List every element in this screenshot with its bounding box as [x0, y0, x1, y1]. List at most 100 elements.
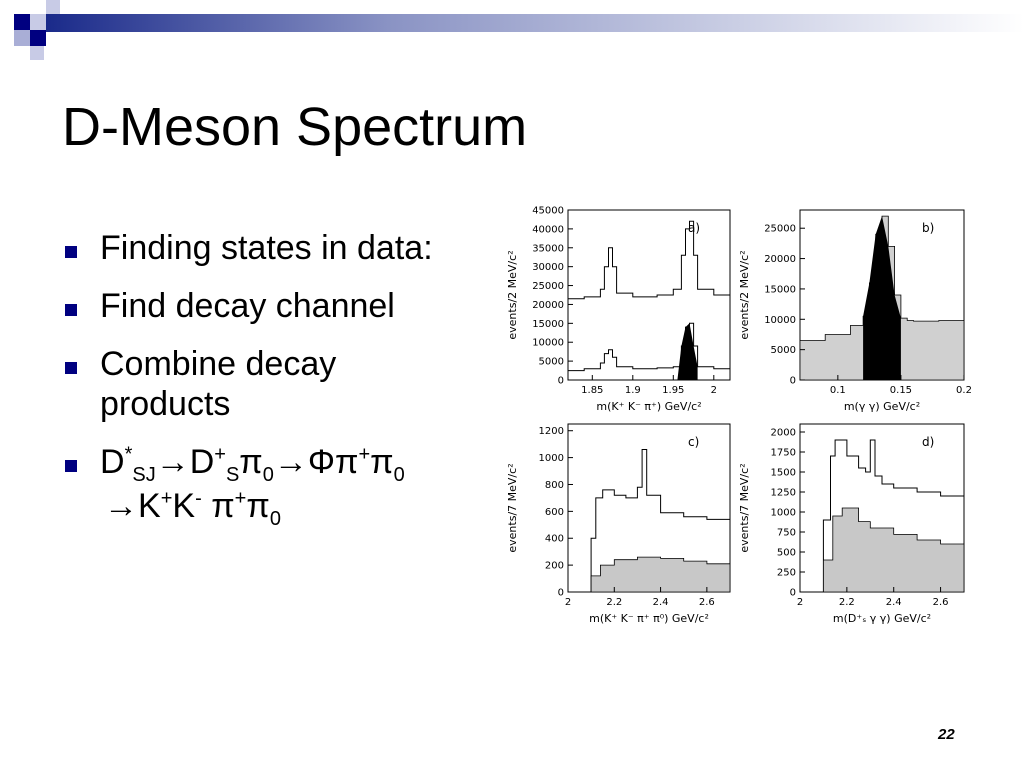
series-line	[568, 220, 731, 300]
bullet-square-icon	[65, 246, 77, 258]
bullet-decay-chain: D*SJ→D+Sπ0→Φπ+π0	[64, 442, 504, 485]
y-tick-label: 1000	[539, 453, 564, 464]
x-axis-label: m(K⁺ K⁻ π⁺ π⁰) GeV/c²	[589, 612, 709, 625]
x-tick-label: 0.15	[890, 385, 912, 396]
decay-text: →D	[155, 443, 215, 481]
y-tick-label: 200	[545, 561, 564, 572]
panel-label: c)	[688, 435, 699, 449]
y-axis-label: events/2 MeV/c²	[738, 250, 751, 339]
x-tick-label: 2.2	[839, 597, 855, 608]
signal-peak	[677, 323, 698, 380]
y-tick-label: 20000	[764, 254, 796, 265]
decay-sub: S	[225, 463, 240, 486]
y-tick-label: 400	[545, 534, 564, 545]
y-tick-label: 5000	[771, 345, 796, 356]
y-tick-label: 1750	[771, 448, 796, 459]
y-tick-label: 45000	[532, 206, 564, 217]
decay-sub: SJ	[132, 463, 156, 486]
bullet-item: Finding states in data:	[64, 228, 504, 268]
y-tick-label: 0	[790, 376, 796, 387]
bullet-list: Finding states in data: Find decay chann…	[64, 228, 504, 529]
y-tick-label: 0	[558, 588, 564, 599]
decay-sup: *	[124, 443, 133, 466]
decay-sup: +	[358, 443, 371, 466]
decay-sup: +	[234, 487, 247, 510]
decay-sub: 0	[262, 463, 274, 486]
y-tick-label: 35000	[532, 243, 564, 254]
series-line	[568, 322, 731, 372]
y-tick-label: 1500	[771, 468, 796, 479]
decay-sub: 0	[393, 463, 405, 486]
y-axis-label: events/7 MeV/c²	[506, 463, 519, 552]
y-tick-label: 0	[790, 588, 796, 599]
x-tick-label: 2.4	[886, 597, 902, 608]
x-tick-label: 1.85	[581, 385, 603, 396]
bullet-text: Combine decay products	[100, 345, 337, 423]
histogram-panels: 0500010000150002000025000300003500040000…	[506, 206, 972, 626]
decay-text: →Φπ	[273, 443, 359, 481]
decay-sup: -	[195, 487, 202, 510]
y-axis-label: events/2 MeV/c²	[506, 250, 519, 339]
decay-text: →K	[104, 487, 161, 525]
x-tick-label: 2.2	[606, 597, 622, 608]
decay-text: π	[239, 443, 263, 481]
decay-sub: 0	[269, 507, 281, 530]
decay-chain-continuation: →K+K- π+π0	[64, 486, 504, 529]
page-number: 22	[938, 726, 955, 743]
x-tick-label: 1.95	[662, 385, 684, 396]
y-tick-label: 750	[777, 528, 796, 539]
x-tick-label: 2.6	[933, 597, 949, 608]
decay-text: π	[246, 487, 270, 525]
x-axis-label: m(K⁺ K⁻ π⁺) GeV/c²	[596, 400, 701, 413]
y-tick-label: 15000	[764, 284, 796, 295]
y-tick-label: 1200	[539, 426, 564, 437]
bullet-square-icon	[65, 304, 77, 316]
series-line	[800, 439, 965, 593]
y-tick-label: 5000	[539, 357, 564, 368]
plot-frame	[567, 209, 731, 381]
bullet-item: Find decay channel	[64, 286, 504, 326]
bullet-text: Find decay channel	[100, 287, 395, 325]
y-tick-label: 1250	[771, 488, 796, 499]
bullet-item: Combine decay products	[64, 344, 430, 424]
y-tick-label: 30000	[532, 262, 564, 273]
decay-text: π	[370, 443, 394, 481]
decay-sup: +	[214, 443, 226, 466]
bullet-text: Finding states in data:	[100, 229, 433, 267]
x-tick-label: 1.9	[625, 385, 641, 396]
y-tick-label: 600	[545, 507, 564, 518]
decay-text: π	[211, 487, 235, 525]
x-tick-label: 2	[797, 597, 803, 608]
y-tick-label: 20000	[532, 300, 564, 311]
series-area	[800, 507, 965, 593]
x-axis-label: m(D⁺ₛ γ γ) GeV/c²	[833, 612, 931, 625]
series-line	[568, 449, 731, 593]
y-tick-label: 500	[777, 548, 796, 559]
y-tick-label: 25000	[532, 281, 564, 292]
bullet-square-icon	[65, 460, 77, 472]
y-axis-label: events/7 MeV/c²	[738, 463, 751, 552]
y-tick-label: 25000	[764, 224, 796, 235]
header-decoration	[14, 0, 1024, 60]
y-tick-label: 800	[545, 480, 564, 491]
decay-text: K	[172, 487, 196, 525]
y-tick-label: 0	[558, 376, 564, 387]
y-tick-label: 15000	[532, 319, 564, 330]
series-area	[568, 556, 731, 593]
panel-label: a)	[688, 221, 700, 235]
x-tick-label: 2.6	[699, 597, 715, 608]
y-tick-label: 10000	[532, 338, 564, 349]
decay-text: D	[100, 443, 125, 481]
y-tick-label: 10000	[764, 315, 796, 326]
slide-title: D-Meson Spectrum	[62, 97, 528, 157]
x-tick-label: 2	[711, 385, 717, 396]
panel-label: b)	[922, 221, 934, 235]
x-tick-label: 2.4	[653, 597, 669, 608]
x-axis-label: m(γ γ) GeV/c²	[844, 400, 920, 413]
y-tick-label: 250	[777, 568, 796, 579]
x-tick-label: 0.2	[956, 385, 972, 396]
y-tick-label: 2000	[771, 428, 796, 439]
x-tick-label: 2	[565, 597, 571, 608]
x-tick-label: 0.1	[830, 385, 846, 396]
y-tick-label: 40000	[532, 224, 564, 235]
